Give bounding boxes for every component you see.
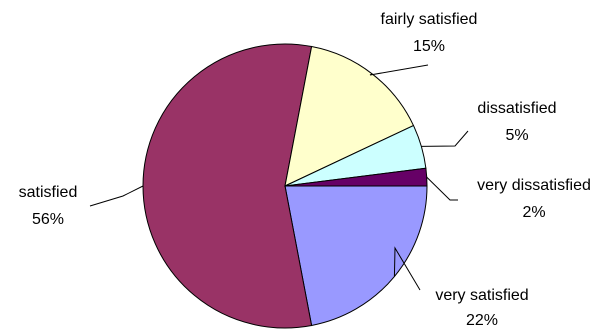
leader-line-dissatisfied (421, 130, 469, 147)
leader-lines (89, 64, 469, 291)
slice-value-very-dissatisfied: 2% (522, 204, 545, 221)
slice-label-satisfied: satisfied (19, 184, 78, 201)
slice-value-dissatisfied: 5% (505, 127, 528, 144)
slice-label-very-dissatisfied: very dissatisfied (477, 177, 591, 194)
slice-label-fairly-satisfied: fairly satisfied (381, 11, 478, 28)
slice-value-satisfied: 56% (32, 211, 64, 228)
slice-value-very-satisfied: 22% (466, 312, 498, 329)
slice-label-dissatisfied: dissatisfied (477, 100, 556, 117)
slice-value-fairly-satisfied: 15% (413, 38, 445, 55)
pie-slice-very-satisfied (284, 185, 428, 327)
slice-label-very-satisfied: very satisfied (435, 287, 528, 304)
leader-line-very-satisfied (393, 246, 421, 291)
pie-slices (142, 43, 428, 329)
leader-line-satisfied (89, 185, 144, 207)
leader-line-very-dissatisfied (426, 176, 458, 201)
pie-slice-satisfied (142, 43, 313, 329)
leader-line-fairly-satisfied (369, 64, 429, 76)
